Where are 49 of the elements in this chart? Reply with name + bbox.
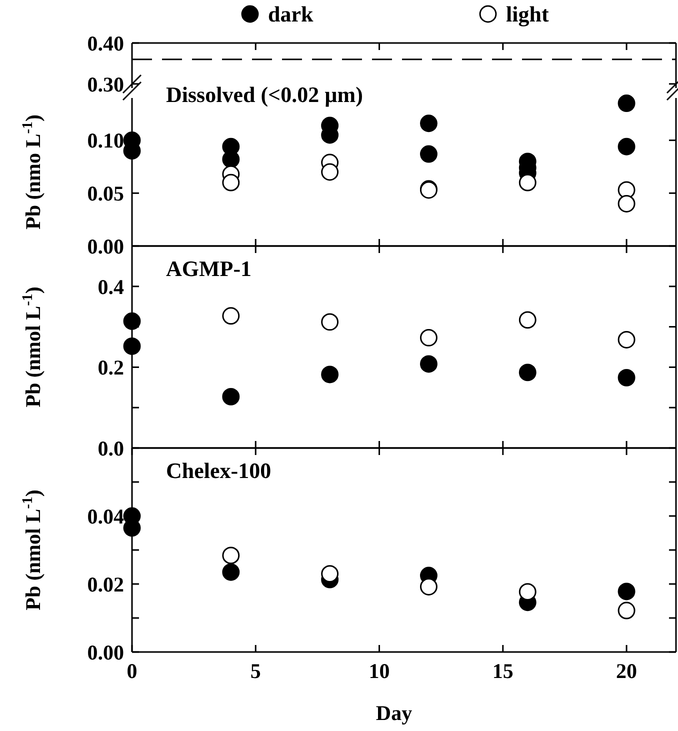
y-tick-label: 0.04 bbox=[87, 504, 124, 528]
legend-label: dark bbox=[268, 2, 314, 27]
y-tick-label: 0.30 bbox=[87, 72, 124, 96]
point bbox=[222, 388, 240, 406]
x-tick-label: 15 bbox=[492, 659, 514, 683]
point bbox=[222, 307, 240, 325]
point bbox=[518, 364, 536, 382]
point bbox=[420, 355, 438, 373]
point bbox=[123, 337, 141, 355]
point bbox=[123, 312, 141, 330]
x-tick-label: 20 bbox=[616, 659, 638, 683]
point bbox=[618, 195, 636, 212]
y-tick-label: 0.4 bbox=[98, 274, 124, 299]
point bbox=[420, 145, 438, 163]
point bbox=[321, 313, 339, 331]
point bbox=[420, 328, 438, 346]
y-tick-label: 0.02 bbox=[87, 572, 124, 596]
point bbox=[222, 174, 240, 192]
point bbox=[618, 582, 636, 600]
point bbox=[420, 114, 438, 132]
point bbox=[618, 368, 636, 386]
point bbox=[420, 578, 438, 596]
point bbox=[618, 602, 636, 620]
point bbox=[222, 546, 240, 564]
point bbox=[222, 563, 240, 581]
text: Chelex-100 bbox=[166, 458, 272, 483]
y-tick-label: 0.05 bbox=[87, 181, 124, 206]
y-tick-label: 0.00 bbox=[87, 640, 124, 664]
y-tick-label: 0.00 bbox=[87, 234, 124, 258]
y-tick-label: 0.10 bbox=[87, 128, 124, 153]
text: AGMP-1 bbox=[166, 256, 252, 281]
point bbox=[321, 565, 339, 583]
y-tick-label: 0.40 bbox=[87, 31, 124, 56]
x-tick-label: 5 bbox=[250, 659, 261, 683]
point bbox=[321, 163, 339, 181]
point bbox=[518, 583, 536, 601]
x-axis-title: Day bbox=[376, 701, 413, 725]
point bbox=[618, 331, 636, 348]
point bbox=[518, 311, 536, 329]
y-tick-label: 0.0 bbox=[98, 436, 124, 460]
x-tick-label: 0 bbox=[126, 659, 138, 683]
point bbox=[518, 174, 536, 192]
point bbox=[618, 94, 636, 112]
legend-label: light bbox=[506, 2, 550, 27]
x-tick-label: 10 bbox=[368, 659, 390, 683]
y-tick-label: 0.2 bbox=[98, 356, 124, 380]
chart-title: Dissolved (<0.02 µm) bbox=[166, 82, 363, 107]
point bbox=[618, 138, 636, 156]
point bbox=[321, 366, 339, 384]
